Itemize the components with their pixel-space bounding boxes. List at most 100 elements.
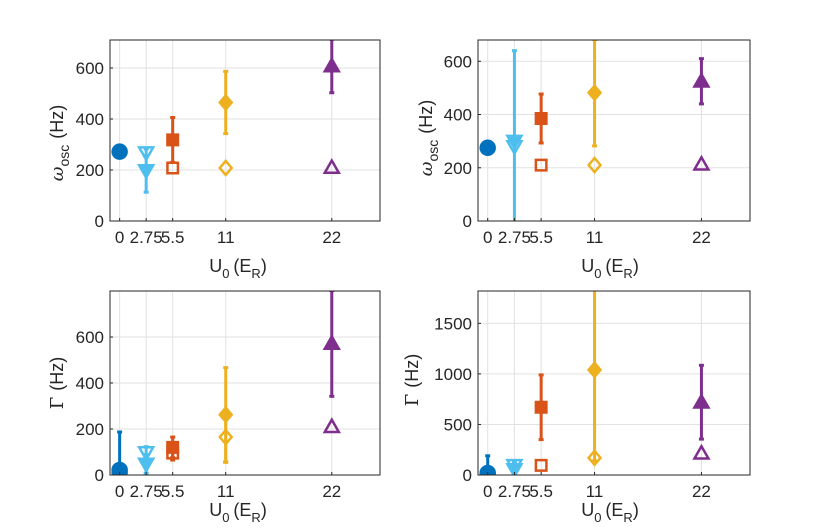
open-triangle-up-marker bbox=[322, 157, 341, 174]
x-tick-label: 5.5 bbox=[529, 228, 553, 247]
filled-square-marker bbox=[534, 112, 548, 126]
filled-square-marker bbox=[166, 133, 180, 147]
filled-circle-marker bbox=[111, 143, 128, 160]
data-layer bbox=[111, 291, 341, 475]
open-square-marker bbox=[166, 446, 180, 460]
x-tick-label: 0 bbox=[483, 482, 492, 501]
open-diamond-marker bbox=[586, 156, 603, 175]
panel-bottom-right: 0 2.755.5 11 22 0 500 1000 1500 Γ(Hz) U0 (ER) bbox=[402, 290, 751, 525]
y-ticks-top-left: 0 200 400 600 bbox=[76, 59, 113, 231]
y-tick-label: 200 bbox=[444, 159, 472, 178]
y-tick-label: 400 bbox=[444, 106, 472, 125]
y-axis-label-top-right: ωosc(Hz) bbox=[416, 100, 441, 176]
x-tick-label: 22 bbox=[322, 482, 341, 501]
open-square-marker bbox=[534, 458, 548, 472]
axes-frame bbox=[477, 39, 751, 222]
x-tick-label: 5.5 bbox=[161, 228, 185, 247]
open-circle-marker bbox=[111, 463, 128, 475]
plot-background bbox=[478, 40, 750, 221]
x-ticks-bottom-left: 0 2.755.5 11 22 bbox=[115, 472, 341, 501]
open-triangle-down-marker bbox=[137, 146, 156, 163]
x-tick-label: 22 bbox=[692, 228, 711, 247]
panel-top-left: 0 2.755.5 11 22 0 200 400 600 ωosc(Hz) U0 (ER) bbox=[47, 39, 381, 281]
x-ticks-top-right: 0 2.755.5 11 22 bbox=[483, 218, 711, 247]
x-tick-label: 11 bbox=[217, 482, 235, 501]
filled-triangle-up-marker bbox=[322, 333, 341, 350]
y-tick-label: 1000 bbox=[434, 365, 472, 384]
filled-triangle-up-marker bbox=[322, 56, 341, 73]
y-tick-label: 0 bbox=[463, 466, 472, 485]
x-axis-label-bottom-right: U0 (ER) bbox=[581, 500, 639, 525]
filled-diamond-marker bbox=[218, 93, 234, 112]
y-tick-label: 600 bbox=[76, 328, 104, 347]
x-tick-label: 11 bbox=[586, 482, 604, 501]
open-triangle-down-marker bbox=[505, 458, 524, 475]
y-tick-label: 400 bbox=[76, 110, 104, 129]
filled-triangle-up-marker bbox=[692, 71, 711, 88]
x-tick-label: 5.5 bbox=[161, 482, 185, 501]
filled-triangle-up-marker bbox=[692, 392, 711, 409]
x-tick-label: 0 bbox=[115, 228, 124, 247]
y-ticks-bottom-left: 0 200 400 600 bbox=[76, 328, 113, 485]
axes-frame bbox=[109, 39, 381, 222]
open-diamond-marker bbox=[586, 448, 603, 467]
open-circle-marker bbox=[479, 465, 496, 475]
plot-area-top-right bbox=[477, 39, 751, 222]
y-axis-label-top-left: ωosc(Hz) bbox=[47, 105, 72, 181]
filled-square-marker bbox=[534, 400, 548, 414]
open-square-marker bbox=[534, 158, 548, 172]
y-ticks-top-right: 0 200 400 600 bbox=[444, 52, 481, 231]
x-tick-label: 5.5 bbox=[529, 482, 553, 501]
panel-top-right: 0 2.755.5 11 22 0 200 400 600 ωosc(Hz) U0 (ER) bbox=[416, 39, 751, 281]
x-axis-label-top-right: U0 (ER) bbox=[581, 256, 639, 281]
filled-circle-marker bbox=[479, 139, 496, 157]
x-axis-label-top-left: U0 (ER) bbox=[209, 256, 267, 281]
filled-diamond-marker bbox=[586, 360, 603, 379]
y-tick-label: 1500 bbox=[434, 314, 472, 333]
open-triangle-down-marker bbox=[137, 445, 156, 462]
y-tick-label: 0 bbox=[95, 466, 104, 485]
open-triangle-up-marker bbox=[692, 154, 711, 171]
x-tick-label: 22 bbox=[692, 482, 711, 501]
open-square-marker bbox=[166, 161, 180, 175]
filled-triangle-down-marker bbox=[137, 164, 156, 181]
y-tick-label: 600 bbox=[76, 59, 104, 78]
plot-background bbox=[478, 291, 750, 475]
y-axis-label-bottom-right: Γ(Hz) bbox=[402, 354, 423, 407]
x-tick-label: 11 bbox=[586, 228, 604, 247]
x-ticks-bottom-right: 0 2.755.5 11 22 bbox=[483, 472, 711, 501]
x-tick-label: 11 bbox=[217, 228, 235, 247]
y-ticks-bottom-right: 0 500 1000 1500 bbox=[434, 314, 481, 485]
open-triangle-down-marker bbox=[505, 139, 524, 156]
open-triangle-up-marker bbox=[692, 443, 711, 460]
plot-area-top-left bbox=[109, 39, 381, 222]
axes-frame bbox=[477, 290, 751, 476]
x-tick-label: 22 bbox=[322, 228, 341, 247]
x-tick-label: 2.75 bbox=[498, 228, 531, 247]
y-tick-label: 0 bbox=[463, 212, 472, 231]
y-axis-label-bottom-left: Γ(Hz) bbox=[47, 357, 68, 410]
open-diamond-marker bbox=[218, 428, 234, 446]
x-tick-label: 0 bbox=[115, 482, 124, 501]
x-tick-label: 2.75 bbox=[498, 482, 531, 501]
open-triangle-up-marker bbox=[322, 417, 341, 434]
x-tick-label: 2.75 bbox=[130, 482, 163, 501]
plot-area-bottom-right bbox=[477, 290, 751, 476]
x-tick-label: 2.75 bbox=[130, 228, 163, 247]
plot-background bbox=[110, 40, 380, 221]
data-layer bbox=[479, 40, 711, 221]
x-tick-label: 0 bbox=[483, 228, 492, 247]
y-tick-label: 400 bbox=[76, 374, 104, 393]
plot-area-bottom-left bbox=[109, 290, 381, 476]
x-ticks-top-left: 0 2.755.5 11 22 bbox=[115, 218, 341, 247]
data-layer bbox=[111, 40, 341, 194]
y-tick-label: 600 bbox=[444, 52, 472, 71]
x-axis-label-bottom-left: U0 (ER) bbox=[209, 500, 267, 525]
panel-bottom-left: 0 2.755.5 11 22 0 200 400 600 Γ(Hz) U0 (ER) bbox=[47, 290, 381, 525]
filled-diamond-marker bbox=[586, 83, 603, 102]
y-tick-label: 0 bbox=[95, 212, 104, 231]
data-layer bbox=[479, 291, 711, 475]
y-tick-label: 200 bbox=[76, 161, 104, 180]
open-diamond-marker bbox=[218, 159, 234, 177]
